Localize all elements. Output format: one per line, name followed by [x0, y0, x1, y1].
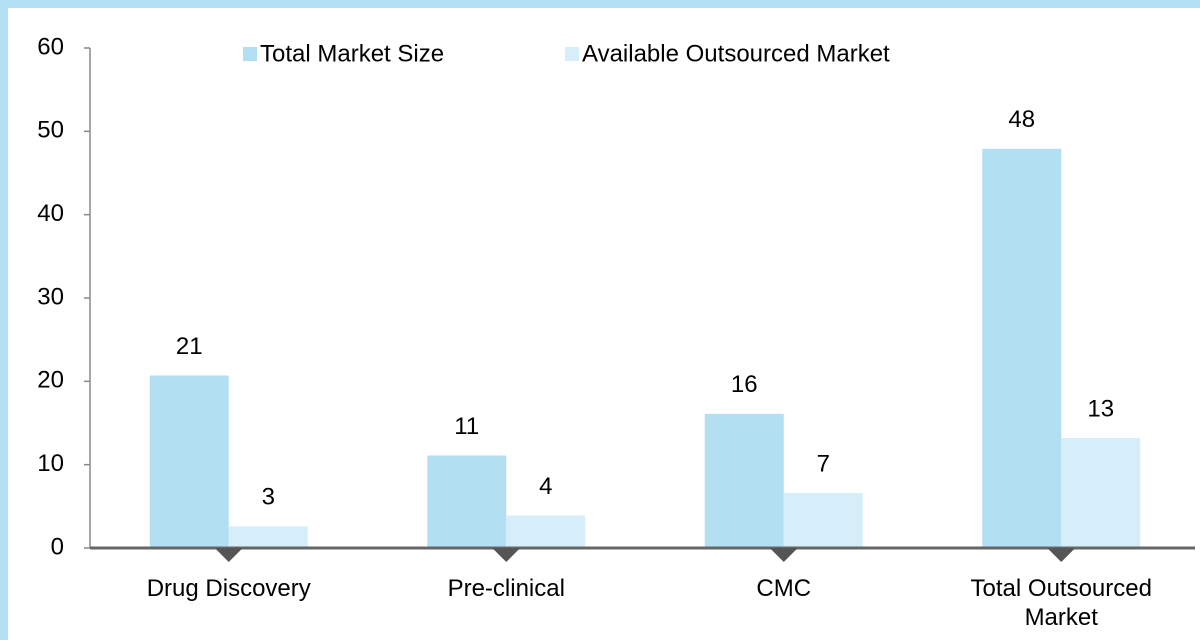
y-tick-label: 40	[37, 200, 64, 227]
bar	[783, 493, 863, 548]
data-label: 11	[454, 413, 479, 440]
bar	[506, 515, 586, 548]
x-axis-marker	[769, 548, 798, 562]
bar	[982, 148, 1062, 549]
x-axis-marker	[1047, 548, 1076, 562]
y-tick-label: 60	[37, 33, 64, 60]
legend-label: Available Outsourced Market	[582, 40, 890, 67]
data-label: 48	[1008, 106, 1035, 133]
y-tick-label: 10	[37, 450, 64, 477]
legend-label: Total Market Size	[260, 40, 444, 67]
bar	[228, 526, 308, 548]
bar	[1061, 438, 1141, 548]
bar	[427, 455, 507, 548]
data-label: 4	[539, 473, 552, 500]
data-label: 21	[176, 333, 203, 360]
x-tick-label: CMC	[756, 575, 812, 602]
x-axis-marker	[492, 548, 521, 562]
y-tick-label: 20	[37, 367, 64, 394]
x-axis-marker	[214, 548, 243, 562]
data-label: 16	[731, 371, 758, 398]
x-tick-label: Total Outsourced Market	[970, 575, 1152, 631]
y-tick-label: 30	[37, 283, 64, 310]
legend-swatch	[565, 47, 579, 61]
bar	[149, 375, 229, 548]
data-label: 3	[262, 484, 275, 511]
x-tick-label: Drug Discovery	[146, 575, 311, 602]
bar	[704, 413, 784, 548]
y-tick-label: 50	[37, 117, 64, 144]
legend-swatch	[243, 47, 257, 61]
x-tick-label: Pre-clinical	[447, 575, 565, 602]
data-label: 7	[817, 450, 830, 477]
data-label: 13	[1087, 395, 1114, 422]
y-tick-label: 0	[51, 533, 64, 560]
